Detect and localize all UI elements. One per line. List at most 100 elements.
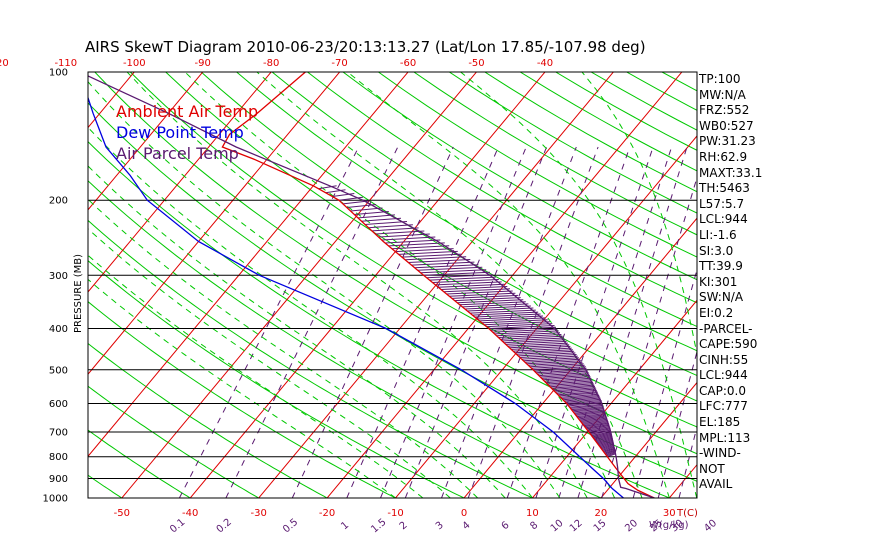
dry-adiabats [88,72,697,498]
pressure-tick-label: 200 [49,196,68,207]
cape-hatch [575,411,606,416]
dry-adiabat [164,72,697,402]
cape-hatch [561,395,600,399]
mixing-ratio-tick-label: 0.2 [215,517,234,536]
cape-hatch [557,391,598,396]
mixing-ratio-line [380,146,527,498]
cape-hatch [531,364,585,369]
cape-hatch [462,303,529,308]
pressure-tick-label: 700 [49,428,68,439]
cape-hatch [538,372,589,377]
top-temp-tick-label: -70 [331,58,347,69]
sounding-index: SW:N/A [699,290,744,305]
cape-hatch [566,400,602,404]
cape-hatch [529,363,584,368]
cape-hatch [395,248,454,253]
legend-ambient-air-temp: Ambient Air Temp [116,102,258,121]
cape-hatch [500,335,563,340]
cape-hatch [576,413,606,418]
cape-hatch [511,345,571,350]
sounding-index: MPL:113 [699,430,751,445]
cape-hatch [361,217,402,222]
cape-hatch [587,426,611,431]
cape-hatch [589,429,611,434]
cape-hatch [469,309,536,314]
dry-adiabat [342,72,697,281]
cape-hatch [371,227,419,232]
cape-hatch [545,379,592,384]
sounding-index: SI:3.0 [699,243,734,258]
mixing-ratio-line [441,146,577,498]
temperature-axis-label: T(C) [676,508,698,519]
cape-hatch [597,440,614,445]
cape-hatch [574,410,606,415]
moist-adiabat [126,72,588,498]
isotherm [88,72,272,293]
cape-hatch [318,185,337,190]
sounding-index: LFC:777 [699,399,748,414]
dry-adiabat [88,180,603,498]
cape-hatch [547,380,593,385]
cape-hatch [494,330,559,335]
cape-hatch [603,448,616,453]
sounding-index: NOT [699,461,725,476]
cape-hatch [567,401,603,406]
cape-hatch [600,443,615,448]
top-temp-tick-label: -100 [123,58,146,69]
cape-hatch [601,445,615,450]
cape-hatch [569,403,603,408]
cape-hatch [602,446,615,451]
cape-hatch [454,297,521,302]
series-ambient-air-temp [221,72,655,498]
dry-adiabat [88,474,123,498]
cape-hatch [449,292,516,297]
cape-hatch [559,392,599,397]
cape-hatch [596,438,613,443]
sounding-index: TT:39.9 [699,259,743,274]
cape-hatch [551,384,595,389]
pressure-tick-label: 400 [49,324,68,335]
cape-hatch [573,408,605,413]
mixing-ratio-tick-label: 15 [592,518,609,535]
cape-hatch [446,290,513,295]
cape-hatch [414,264,479,269]
cape-hatch [457,299,524,304]
cape-hatch [332,193,355,197]
cape-hatch [593,434,613,439]
cape-hatch [552,385,596,390]
dry-adiabat [235,72,697,352]
dry-adiabat [377,72,697,258]
cape-hatch [526,360,582,365]
cape-hatch [474,313,541,318]
dry-adiabat [88,429,192,498]
cape-hatch [504,339,566,344]
cape-hatch [592,433,612,438]
cape-hatch [357,214,396,219]
cape-hatch [540,373,590,378]
dry-adiabat [88,342,329,498]
isotherm [0,53,82,508]
cape-hatch [505,340,567,345]
cape-hatch [490,326,556,331]
cape-hatch [590,430,612,435]
sounding-index: AVAIL [699,477,733,492]
sounding-profiles [88,72,655,498]
cape-hatch [502,337,565,342]
sounding-index: L57:5.7 [699,196,745,211]
mixing-ratio-line [506,146,631,498]
pressure-tick-label: 1000 [43,494,68,505]
mixing-ratio-lines [178,146,697,498]
moist-adiabat [88,198,479,498]
dry-adiabat [88,301,397,498]
plot-frame [87,71,698,499]
mixing-ratio-line [178,146,360,498]
cape-hatch [578,415,607,420]
moist-adiabat [88,126,533,498]
cape-hatch [605,450,616,455]
sounding-index: MAXT:33.1 [699,165,763,180]
cape-hatch [549,383,594,388]
top-temp-tick-label: -90 [195,58,211,69]
cape-hatch [564,397,601,402]
moist-adiabat [347,72,670,498]
cape-hatch [580,417,608,422]
